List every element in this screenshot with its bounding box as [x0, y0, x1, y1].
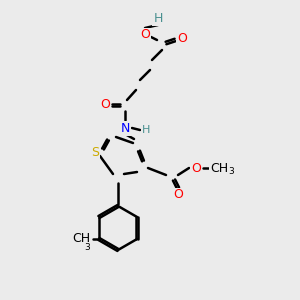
Text: H: H [153, 11, 163, 25]
Text: O: O [100, 98, 110, 112]
Text: CH: CH [210, 161, 228, 175]
Text: H: H [142, 125, 150, 135]
Text: 3: 3 [228, 167, 234, 176]
Text: methyl: methyl [222, 167, 227, 168]
Text: O: O [173, 188, 183, 202]
Text: N: N [120, 122, 130, 134]
Text: O: O [191, 161, 201, 175]
Text: CH: CH [72, 232, 90, 245]
Text: S: S [91, 146, 99, 158]
Text: O: O [177, 32, 187, 44]
Text: O: O [140, 28, 150, 41]
Text: 3: 3 [84, 244, 90, 253]
